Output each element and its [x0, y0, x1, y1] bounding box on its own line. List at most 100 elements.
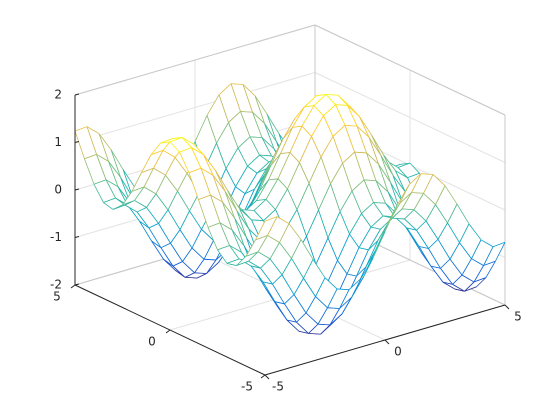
mesh-edge: [418, 245, 429, 249]
mesh-edge: [136, 207, 147, 213]
mesh-face: [411, 173, 433, 194]
mesh-edge: [378, 163, 391, 183]
mesh-edge: [395, 170, 408, 179]
mesh-face: [423, 174, 445, 205]
mesh-edge: [318, 210, 329, 239]
mesh-edge: [188, 167, 202, 174]
mesh-face: [144, 168, 166, 194]
mesh-edge: [380, 155, 391, 183]
mesh-edge: [237, 147, 248, 167]
z-tick: [74, 93, 80, 96]
mesh-face: [173, 261, 195, 278]
mesh-edge: [337, 260, 348, 275]
mesh-edge: [96, 154, 107, 180]
y-tick-label: 0: [148, 335, 156, 349]
mesh-edge: [280, 152, 291, 155]
mesh-face: [315, 277, 337, 308]
mesh-edge: [280, 127, 293, 154]
mesh-edge: [329, 313, 343, 326]
mesh-edge: [160, 141, 171, 144]
mesh-face: [392, 208, 414, 219]
mesh-edge: [134, 200, 147, 208]
mesh-face: [225, 191, 247, 238]
mesh-edge: [375, 180, 386, 204]
mesh-edge: [212, 175, 226, 192]
mesh-edge: [194, 272, 207, 274]
x-tick: [384, 339, 390, 345]
mesh-face: [311, 115, 333, 158]
mesh-face: [314, 94, 336, 116]
mesh-face: [240, 111, 262, 138]
mesh-face: [146, 193, 168, 224]
mesh-edge: [308, 323, 319, 334]
mesh-edge: [471, 258, 484, 266]
mesh-edge: [332, 136, 343, 164]
mesh-edge: [449, 258, 463, 276]
mesh-edge: [184, 272, 195, 278]
mesh-edge: [335, 104, 346, 126]
mesh-edge: [395, 170, 406, 192]
mesh-edge: [305, 296, 316, 314]
mesh-face: [371, 216, 393, 230]
y-tick-label: -5: [241, 380, 253, 394]
mesh-edge: [122, 191, 133, 206]
mesh-face: [245, 168, 267, 194]
mesh-face: [231, 83, 253, 113]
mesh-face: [170, 229, 192, 262]
mesh-edge: [371, 134, 384, 156]
mesh-edge: [313, 94, 327, 106]
mesh-edge: [191, 147, 202, 169]
mesh-face: [180, 210, 202, 248]
mesh-edge: [191, 147, 204, 155]
mesh-face: [438, 222, 460, 259]
mesh-edge: [155, 193, 169, 211]
mesh-edge: [399, 192, 412, 204]
mesh-edge: [269, 258, 283, 275]
mesh-edge: [420, 173, 434, 175]
mesh-face: [296, 312, 318, 334]
mesh-edge: [483, 260, 496, 266]
mesh-edge: [74, 126, 88, 132]
mesh-edge: [279, 223, 290, 243]
mesh-face: [435, 185, 457, 223]
mesh-edge: [124, 204, 138, 213]
mesh-face: [376, 180, 398, 215]
mesh-face: [96, 154, 118, 187]
mesh-face: [280, 126, 302, 154]
mesh-edge: [397, 162, 411, 168]
mesh-edge: [240, 111, 253, 113]
mesh-edge: [230, 83, 244, 85]
mesh-face: [151, 240, 173, 267]
mesh-edge: [274, 301, 288, 321]
y-tick: [165, 329, 171, 334]
mesh-edge: [354, 152, 365, 181]
mesh-edge: [160, 138, 173, 144]
mesh-edge: [84, 158, 95, 185]
z-tick-label: -1: [50, 230, 62, 244]
mesh-edge: [435, 204, 448, 224]
mesh-edge: [184, 276, 198, 279]
mesh-edge: [444, 185, 458, 205]
mesh-face: [75, 126, 97, 159]
mesh-edge: [256, 168, 267, 174]
mesh-edge: [366, 152, 379, 165]
mesh-face: [260, 258, 282, 285]
mesh-edge: [212, 175, 223, 203]
mesh-edge: [139, 220, 152, 242]
mesh-edge: [492, 241, 506, 248]
z-tick: [74, 188, 80, 191]
mesh-edge: [224, 191, 235, 219]
mesh-edge: [196, 273, 207, 279]
mesh-edge: [110, 149, 124, 170]
mesh-edge: [447, 222, 460, 243]
mesh-edge: [237, 136, 251, 149]
mesh-edge: [464, 281, 475, 292]
mesh-edge: [86, 126, 100, 134]
mesh-edge: [363, 257, 374, 277]
mesh-edge: [131, 186, 145, 192]
mesh-edge: [287, 162, 300, 190]
mesh-edge: [406, 227, 420, 247]
mesh-face: [368, 219, 390, 250]
mesh-edge: [247, 154, 260, 167]
mesh-edge: [201, 228, 214, 241]
